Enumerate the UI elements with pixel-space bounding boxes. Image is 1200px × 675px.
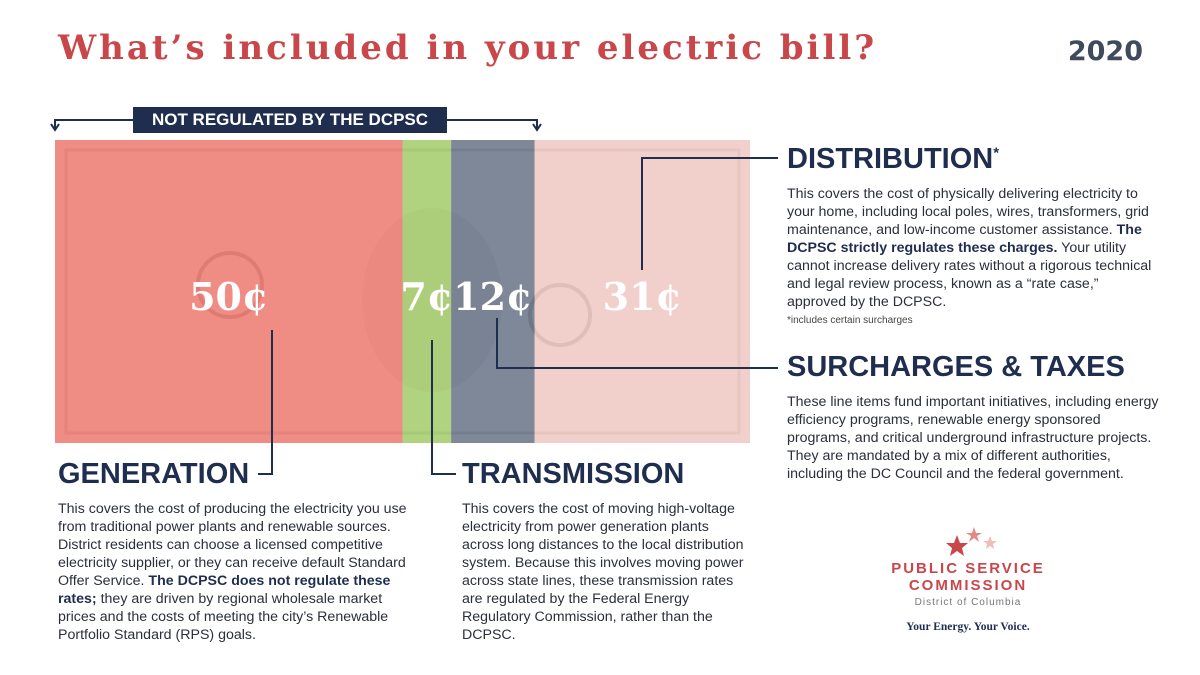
heading-text: DISTRIBUTION	[787, 143, 994, 175]
year: 2020	[1067, 36, 1143, 67]
section-heading: SURCHARGES & TAXES	[787, 351, 1125, 383]
section-body: This covers the cost of moving high-volt…	[462, 501, 744, 643]
footnote: *includes certain surcharges	[787, 315, 913, 326]
logo-line: PUBLIC SERVICE	[891, 560, 1045, 577]
star	[946, 535, 968, 556]
section-body: This covers the cost of physically deliv…	[787, 185, 1159, 311]
section-heading: DISTRIBUTION*	[787, 143, 999, 176]
connector	[496, 318, 778, 369]
text-bold: The DCPSC does not regulate these rates;	[58, 573, 391, 607]
bill-segment	[55, 140, 403, 443]
segment-label: 7¢	[400, 274, 453, 319]
text-bold: The DCPSC strictly regulates these charg…	[787, 222, 1142, 256]
section-body: This covers the cost of producing the el…	[58, 500, 420, 644]
bill-segment	[402, 140, 452, 443]
text: Your utility cannot increase delivery ra…	[787, 240, 1152, 310]
footnote-marker: *	[993, 144, 1000, 162]
bracket-label: NOT REGULATED BY THE DCPSC	[133, 107, 447, 133]
bill-segment	[451, 140, 535, 443]
logo-stars	[946, 527, 997, 556]
bill-segments: 50¢ 7¢ 12¢ 31¢	[55, 140, 750, 443]
title: What’s included in your electric bill?	[58, 28, 878, 68]
tagline: Your Energy. Your Voice.	[906, 621, 1030, 633]
section-heading: GENERATION	[58, 458, 250, 490]
connector	[431, 340, 456, 475]
text: This covers the cost of producing the el…	[58, 501, 407, 589]
segment-label: 50¢	[189, 274, 268, 319]
text: they are driven by regional wholesale ma…	[58, 591, 389, 643]
logo-line: COMMISSION	[908, 577, 1028, 594]
segment-label: 31¢	[603, 274, 682, 319]
connector	[641, 157, 778, 270]
star	[966, 527, 982, 542]
bracket-arrows	[50, 123, 542, 132]
connector	[258, 330, 273, 475]
section-heading: TRANSMISSION	[462, 458, 685, 490]
section-body: These line items fund important initiati…	[787, 394, 1159, 482]
logo-line: District of Columbia	[914, 597, 1022, 608]
segment-label: 12¢	[453, 274, 532, 319]
star	[983, 536, 997, 549]
text: This covers the cost of physically deliv…	[787, 186, 1149, 238]
